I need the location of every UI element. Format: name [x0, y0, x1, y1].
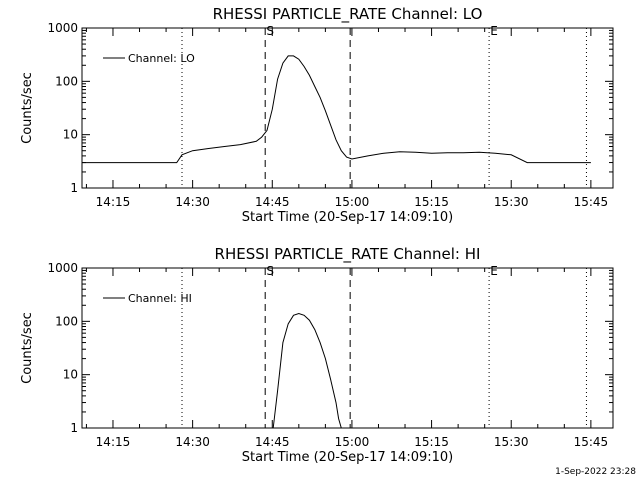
x-tick-label: 14:45 [255, 435, 290, 449]
y-axis-label: Counts/sec [20, 72, 35, 144]
x-tick-label: 14:30 [175, 435, 210, 449]
y-tick-label: 1 [70, 421, 78, 435]
x-tick-label: 15:00 [335, 195, 370, 209]
x-tick-label: 15:00 [335, 435, 370, 449]
y-tick-label: 1 [70, 181, 78, 195]
y-tick-label: 1000 [47, 261, 78, 275]
x-tick-label: 15:15 [414, 435, 449, 449]
y-tick-label: 1000 [47, 21, 78, 35]
x-tick-label: 15:30 [494, 195, 529, 209]
chart-title: RHESSI PARTICLE_RATE Channel: HI [215, 245, 481, 264]
x-tick-label: 14:15 [96, 195, 131, 209]
marker-label: E [490, 24, 498, 38]
x-axis-label: Start Time (20-Sep-17 14:09:10) [242, 210, 453, 225]
chart-title: RHESSI PARTICLE_RATE Channel: LO [213, 5, 483, 24]
x-tick-label: 14:45 [255, 195, 290, 209]
footer-timestamp: 1-Sep-2022 23:28 [555, 467, 636, 477]
plot-frame [81, 27, 614, 189]
legend-label: Channel: LO [128, 52, 195, 65]
plot-frame [81, 267, 614, 429]
x-tick-label: 15:45 [574, 435, 609, 449]
x-tick-label: 14:15 [96, 435, 131, 449]
marker-label: S [266, 264, 274, 278]
y-tick-label: 100 [55, 74, 78, 88]
y-tick-label: 100 [55, 314, 78, 328]
series-line [272, 312, 342, 429]
panel-lo: RHESSI PARTICLE_RATE Channel: LO 1 10 100 10… [20, 5, 614, 225]
panel-hi: RHESSI PARTICLE_RATE Channel: HI 1 10 100 10… [20, 245, 614, 465]
x-tick-label: 15:15 [414, 195, 449, 209]
x-axis-label: Start Time (20-Sep-17 14:09:10) [242, 450, 453, 465]
series-line [82, 55, 591, 164]
y-axis-label: Counts/sec [20, 312, 35, 384]
y-tick-label: 10 [63, 368, 78, 382]
marker-label: S [266, 24, 274, 38]
marker-label: E [490, 264, 498, 278]
x-tick-label: 15:30 [494, 435, 529, 449]
x-tick-label: 15:45 [574, 195, 609, 209]
y-tick-label: 10 [63, 128, 78, 142]
x-tick-label: 14:30 [175, 195, 210, 209]
legend-label: Channel: HI [128, 292, 192, 305]
